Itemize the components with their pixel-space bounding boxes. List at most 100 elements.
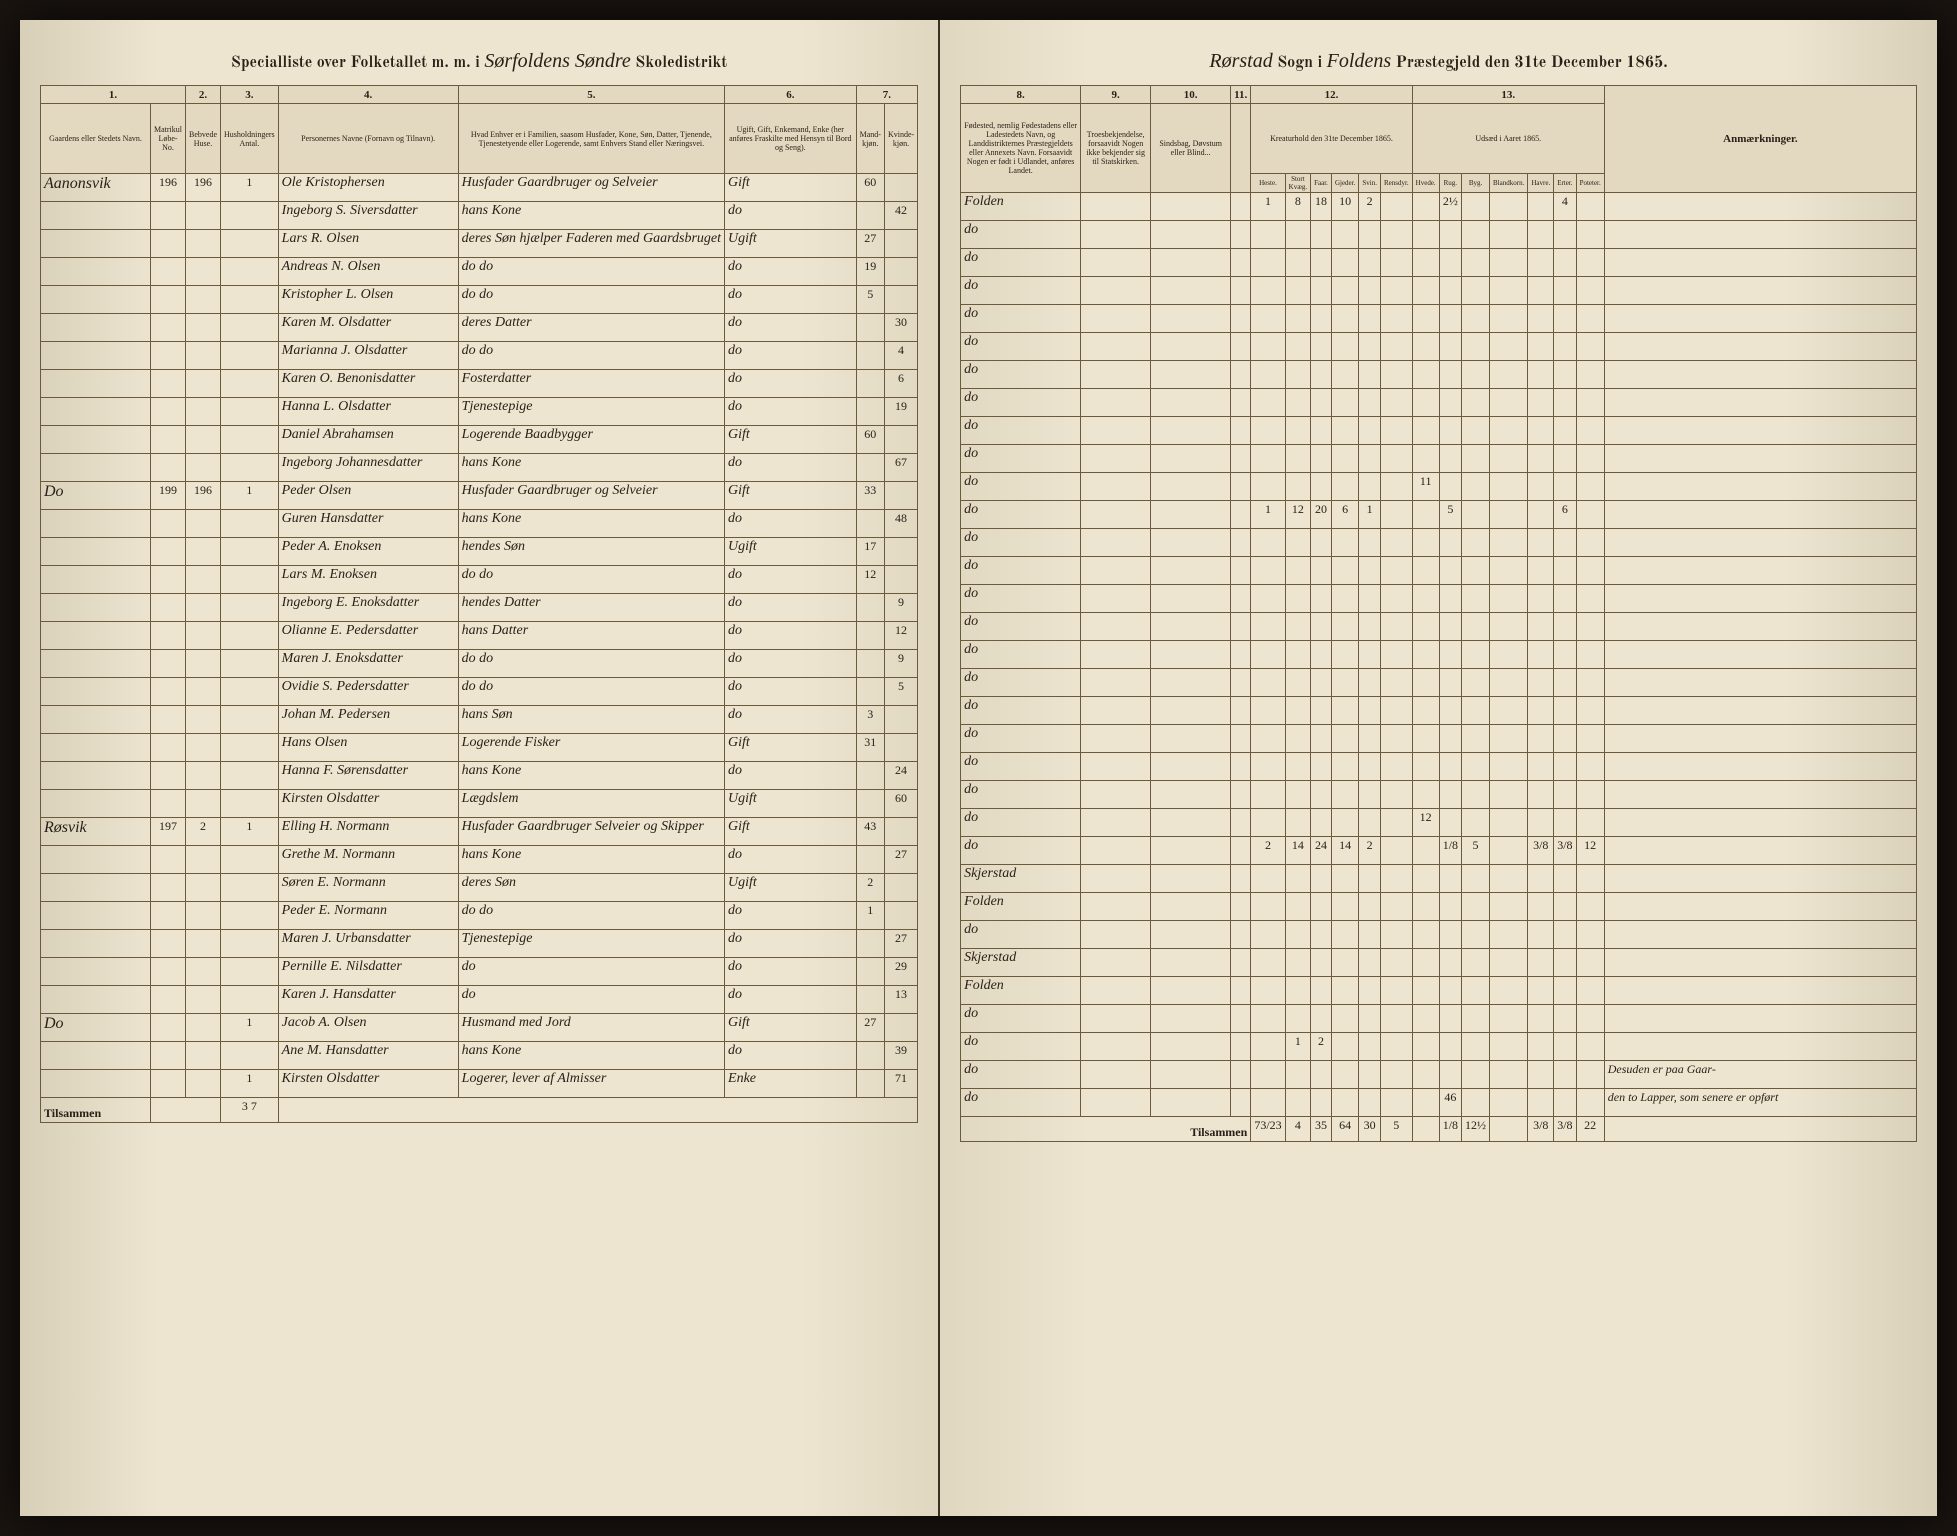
cell-hh	[221, 1042, 279, 1070]
table-row: do	[961, 529, 1917, 557]
cell-stat: 20	[1311, 501, 1332, 529]
cell-birth: do	[961, 753, 1081, 781]
cell-stat	[1554, 585, 1576, 613]
cell-stat	[1285, 613, 1310, 641]
colhead-mat: Matrikul Løbe-No.	[151, 104, 186, 174]
cell-note	[1604, 445, 1916, 473]
cell-stat	[1528, 865, 1554, 893]
cell-stat	[1462, 557, 1490, 585]
cell-stat	[1412, 641, 1439, 669]
cell-occ: do do	[458, 566, 724, 594]
cell-hh	[221, 370, 279, 398]
subhead: Rensdyr.	[1380, 174, 1412, 193]
cell-stat	[1331, 949, 1358, 977]
cell-stat	[1462, 753, 1490, 781]
cell-farm	[41, 678, 151, 706]
cell-stat: 12	[1285, 501, 1310, 529]
cell-hh	[221, 762, 279, 790]
cell-faith	[1081, 193, 1151, 221]
cell-k	[884, 174, 917, 202]
cell-stat	[1462, 305, 1490, 333]
table-row: do	[961, 417, 1917, 445]
cell-hh	[221, 314, 279, 342]
cell-k	[884, 818, 917, 846]
cell-civ: Ugift	[725, 790, 857, 818]
cell-occ: do do	[458, 286, 724, 314]
cell-stat	[1490, 501, 1528, 529]
cell-stat: 5	[1439, 501, 1461, 529]
cell-stat	[1285, 249, 1310, 277]
cell-stat	[1462, 277, 1490, 305]
cell-stat	[1576, 641, 1604, 669]
table-row: do	[961, 781, 1917, 809]
cell-m	[856, 1042, 884, 1070]
cell-name: Guren Hansdatter	[278, 510, 458, 538]
cell-note	[1604, 921, 1916, 949]
cell-m: 60	[856, 426, 884, 454]
cell-stat	[1554, 893, 1576, 921]
cell-k: 71	[884, 1070, 917, 1098]
cell-stat: 14	[1285, 837, 1310, 865]
cell-stat	[1554, 1005, 1576, 1033]
header-right-suffix: Præstegjeld den 31te December 1865.	[1396, 55, 1668, 71]
cell-stat	[1528, 753, 1554, 781]
cell-disab	[1151, 725, 1231, 753]
table-row: Karen O. BenonisdatterFosterdatterdo6	[41, 370, 918, 398]
tr12: 22	[1576, 1117, 1604, 1142]
cell-stat: 3/8	[1528, 837, 1554, 865]
cell-stat	[1251, 557, 1285, 585]
subhead: Heste.	[1251, 174, 1285, 193]
cell-hh	[221, 454, 279, 482]
cell-hh	[221, 930, 279, 958]
cell-stat	[1359, 949, 1381, 977]
cell-hus: 2	[186, 818, 221, 846]
cell-hh	[221, 566, 279, 594]
cell-disab	[1151, 977, 1231, 1005]
cell-disab	[1151, 501, 1231, 529]
cell-farm	[41, 846, 151, 874]
cell-hus	[186, 286, 221, 314]
cell-hh	[221, 650, 279, 678]
table-row: do	[961, 753, 1917, 781]
cell-civ: Gift	[725, 734, 857, 762]
cell-stat	[1285, 669, 1310, 697]
colnum-4: 4.	[278, 86, 458, 104]
cell-stat	[1380, 585, 1412, 613]
cell-stat	[1412, 921, 1439, 949]
cell-stat	[1380, 977, 1412, 1005]
cell-faith	[1081, 781, 1151, 809]
cell-hh	[221, 202, 279, 230]
cell-stat	[1490, 697, 1528, 725]
cell-11	[1231, 1005, 1251, 1033]
cell-stat	[1490, 865, 1528, 893]
cell-disab	[1151, 1033, 1231, 1061]
cell-stat	[1412, 249, 1439, 277]
cell-stat	[1576, 697, 1604, 725]
cell-stat	[1554, 781, 1576, 809]
cell-stat	[1554, 613, 1576, 641]
cell-civ: do	[725, 202, 857, 230]
table-row: do	[961, 725, 1917, 753]
cell-11	[1231, 501, 1251, 529]
header-prefix: Specialliste over Folketallet m. m. i	[231, 55, 480, 71]
cell-farm	[41, 510, 151, 538]
cell-occ: hans Søn	[458, 706, 724, 734]
cell-stat	[1439, 277, 1461, 305]
cell-stat	[1412, 193, 1439, 221]
cell-birth: do	[961, 837, 1081, 865]
cell-stat	[1554, 1061, 1576, 1089]
cell-civ: Enke	[725, 1070, 857, 1098]
cell-stat	[1331, 333, 1358, 361]
cell-m: 27	[856, 230, 884, 258]
cell-farm	[41, 874, 151, 902]
cell-11	[1231, 697, 1251, 725]
cell-stat	[1251, 921, 1285, 949]
cell-faith	[1081, 389, 1151, 417]
cell-disab	[1151, 193, 1231, 221]
cell-birth: do	[961, 501, 1081, 529]
cell-stat	[1439, 1005, 1461, 1033]
cell-disab	[1151, 1061, 1231, 1089]
cell-note	[1604, 893, 1916, 921]
table-row: do	[961, 361, 1917, 389]
cell-stat	[1554, 361, 1576, 389]
